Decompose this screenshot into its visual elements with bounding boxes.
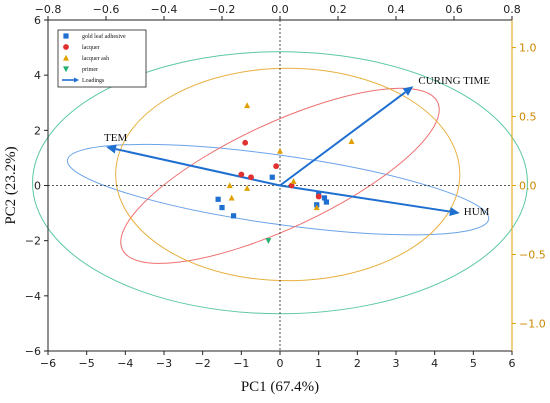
loading-vectors: CURING TIME TEM HUM — [104, 75, 490, 218]
y-tick-label: −6 — [25, 345, 41, 358]
x-tick-label: −3 — [156, 357, 172, 370]
x-axis-title: PC1 (67.4%) — [241, 379, 319, 395]
point-lacquer — [273, 163, 280, 170]
point-gold-leaf-adhesive — [219, 204, 225, 211]
x-tick-label: −2 — [195, 357, 211, 370]
legend-marker-lacquer-ash — [63, 54, 69, 61]
top-x-tick-label: 0.4 — [387, 3, 405, 16]
point-lacquer-ash — [290, 178, 297, 184]
point-gold-leaf-adhesive — [231, 213, 237, 219]
right-y-tick-label: 1.0 — [519, 42, 537, 55]
point-lacquer-ash — [228, 194, 235, 201]
x-tick-label: 3 — [393, 357, 400, 370]
x-tick-label: 6 — [509, 357, 516, 370]
right-y-tick-label: 0.0 — [519, 180, 537, 193]
loading-line-hum — [279, 184, 451, 213]
loading-arrowhead-tem — [106, 144, 117, 154]
top-x-tick-label: 0.0 — [271, 3, 289, 16]
point-lacquer-ash — [226, 182, 233, 189]
legend-marker-loadings-head — [74, 77, 79, 83]
point-lacquer — [238, 171, 245, 178]
confidence-ellipses — [32, 51, 528, 315]
legend: gold leaf adhesive lacquer lacquer ash prim… — [57, 29, 147, 88]
x-tick-label: 2 — [354, 357, 361, 370]
right-y-tick-label: −1.0 — [519, 317, 546, 330]
loading-label-tem: TEM — [104, 132, 127, 144]
x-tick-label: 0 — [277, 357, 284, 370]
legend-marker-gold-leaf-adhesive — [63, 33, 69, 39]
point-lacquer-ash — [244, 185, 251, 191]
point-gold-leaf-adhesive — [321, 195, 328, 201]
loading-label-curing-time: CURING TIME — [418, 75, 490, 87]
x-tick-label: −6 — [40, 357, 56, 370]
point-lacquer — [248, 174, 254, 181]
legend-label-lacquer-ash: lacquer ash — [82, 56, 109, 62]
x-tick-label: 4 — [431, 357, 438, 370]
y-tick-label: −4 — [25, 290, 41, 303]
top-x-tick-label: −0.8 — [35, 3, 62, 16]
ellipse-primer — [32, 51, 528, 315]
point-gold-leaf-adhesive — [269, 174, 275, 180]
point-lacquer-ash — [277, 147, 283, 154]
loading-line-tem — [115, 148, 281, 187]
ellipse-gold-leaf-adhesive — [66, 143, 490, 236]
legend-marker-lacquer — [63, 44, 69, 50]
y-tick-label: 2 — [34, 124, 41, 137]
right-y-tick-label: −0.5 — [519, 248, 546, 261]
y-tick-label: 0 — [34, 180, 41, 193]
legend-box — [57, 29, 147, 88]
ellipse-lacquer — [120, 87, 440, 264]
point-gold-leaf-adhesive — [215, 196, 221, 202]
y-axis-title: PC2 (23.2%) — [3, 146, 19, 224]
x-tick-label: −1 — [233, 357, 249, 370]
top-x-tick-label: −0.4 — [151, 3, 178, 16]
point-lacquer — [315, 193, 322, 200]
point-lacquer-ash — [313, 204, 320, 211]
legend-label-lacquer: lacquer — [82, 45, 100, 51]
y-tick-label: 4 — [34, 69, 41, 82]
point-lacquer-ash — [244, 102, 251, 109]
x-tick-label: 5 — [470, 357, 477, 370]
loading-arrowhead-curing-time — [402, 86, 414, 96]
top-x-tick-label: 0.8 — [503, 3, 521, 16]
top-x-tick-label: −0.2 — [209, 3, 236, 16]
legend-label-loadings: Loadings — [82, 78, 105, 84]
loading-label-hum: HUM — [464, 206, 490, 218]
score-points — [215, 102, 355, 244]
top-x-tick-label: 0.2 — [329, 3, 347, 16]
loading-line-curing-time — [279, 91, 406, 187]
legend-label-gold-leaf-adhesive: gold leaf adhesive — [82, 33, 126, 40]
point-gold-leaf-adhesive — [323, 199, 329, 205]
y-tick-label: −2 — [25, 235, 41, 248]
loading-arrowhead-hum — [449, 207, 460, 217]
point-lacquer — [288, 182, 295, 189]
top-x-tick-label: 0.6 — [445, 3, 463, 16]
top-x-tick-label: −0.6 — [93, 3, 120, 16]
y-tick-label: 6 — [34, 14, 41, 27]
point-lacquer-ash — [348, 138, 355, 144]
x-tick-label: −4 — [117, 357, 133, 370]
point-lacquer — [242, 139, 249, 146]
x-tick-label: 1 — [315, 357, 322, 370]
legend-marker-primer — [63, 66, 69, 73]
point-primer — [265, 238, 272, 244]
x-tick-label: −5 — [79, 357, 95, 370]
legend-label-primer: primer — [82, 67, 98, 73]
right-y-tick-label: 0.5 — [519, 111, 537, 124]
ellipse-lacquer-ash — [115, 67, 461, 282]
